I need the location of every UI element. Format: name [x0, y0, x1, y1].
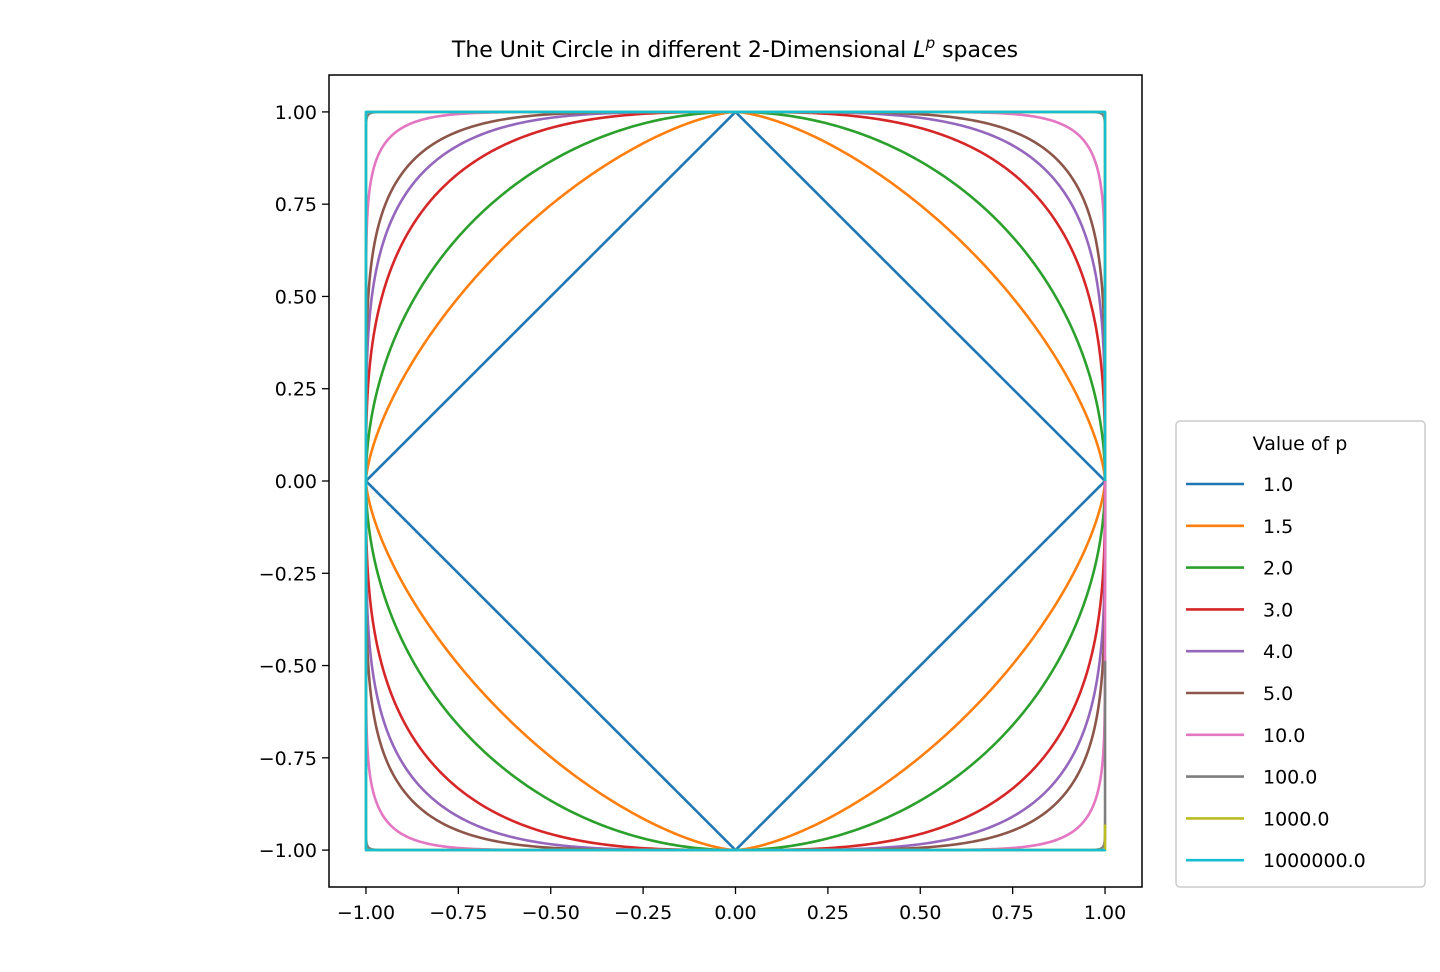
series-line-p-1000.0: [364, 110, 1107, 852]
series-layer: [364, 110, 1107, 852]
y-axis-ticks: 1.00 0.75 0.50 0.25 0.00 −0.25 −0.50 −0.75 −1.00: [259, 102, 329, 862]
chart-title: The Unit Circle in different 2-Dimension…: [451, 34, 1018, 63]
x-tick-label: 1.00: [1084, 902, 1126, 924]
legend-label: 1000.0: [1263, 808, 1329, 830]
series-line-p-1.5: [364, 110, 1107, 852]
series-line-p-4.0: [364, 110, 1107, 852]
y-tick-label: −0.50: [259, 656, 317, 678]
x-tick-label: −0.75: [429, 902, 487, 924]
legend-label: 1000000.0: [1263, 850, 1366, 872]
title-suffix: spaces: [935, 38, 1018, 63]
x-tick-label: −1.00: [337, 902, 395, 924]
y-tick-label: 0.00: [275, 471, 317, 493]
x-tick-label: 0.00: [714, 902, 756, 924]
legend-label: 100.0: [1263, 767, 1317, 789]
y-tick-label: 0.75: [275, 194, 317, 216]
series-line-p-5.0: [364, 110, 1107, 852]
series-line-p-1.0: [364, 110, 1107, 852]
legend-label: 5.0: [1263, 683, 1293, 705]
legend-label: 3.0: [1263, 599, 1293, 621]
legend-label: 4.0: [1263, 641, 1293, 663]
y-tick-label: 0.25: [275, 379, 317, 401]
x-tick-label: −0.50: [522, 902, 580, 924]
title-symbol: L: [913, 38, 925, 63]
x-tick-label: 0.50: [899, 902, 941, 924]
legend-label: 2.0: [1263, 558, 1293, 580]
legend: Value of p 1.0 1.5 2.0 3.0 4.0 5.0 10.0 100.0 10…: [1175, 420, 1426, 888]
legend-items: 1.0 1.5 2.0 3.0 4.0 5.0 10.0 100.0 1000.0 1000000…: [1186, 474, 1366, 872]
series-line-p-1000000.0: [364, 110, 1107, 852]
plot-frame: [328, 74, 1143, 888]
x-tick-label: 0.75: [992, 902, 1034, 924]
series-line-p-100.0: [364, 110, 1107, 852]
x-tick-label: −0.25: [614, 902, 672, 924]
y-tick-label: 1.00: [275, 102, 317, 124]
y-tick-label: −0.75: [259, 748, 317, 770]
series-line-p-10.0: [364, 110, 1107, 852]
series-line-p-3.0: [364, 110, 1107, 852]
title-superscript: p: [925, 34, 936, 52]
legend-label: 10.0: [1263, 725, 1305, 747]
x-tick-label: 0.25: [807, 902, 849, 924]
y-tick-label: −1.00: [259, 840, 317, 862]
y-tick-label: 0.50: [275, 286, 317, 308]
legend-title: Value of p: [1253, 433, 1348, 455]
legend-label: 1.5: [1263, 516, 1293, 538]
x-axis-ticks: −1.00 −0.75 −0.50 −0.25 0.00 0.25 0.50 0.75 1.00: [337, 887, 1126, 924]
y-tick-label: −0.25: [259, 563, 317, 585]
legend-box: [1175, 420, 1426, 888]
legend-label: 1.0: [1263, 474, 1293, 496]
series-line-p-2.0: [364, 110, 1107, 852]
